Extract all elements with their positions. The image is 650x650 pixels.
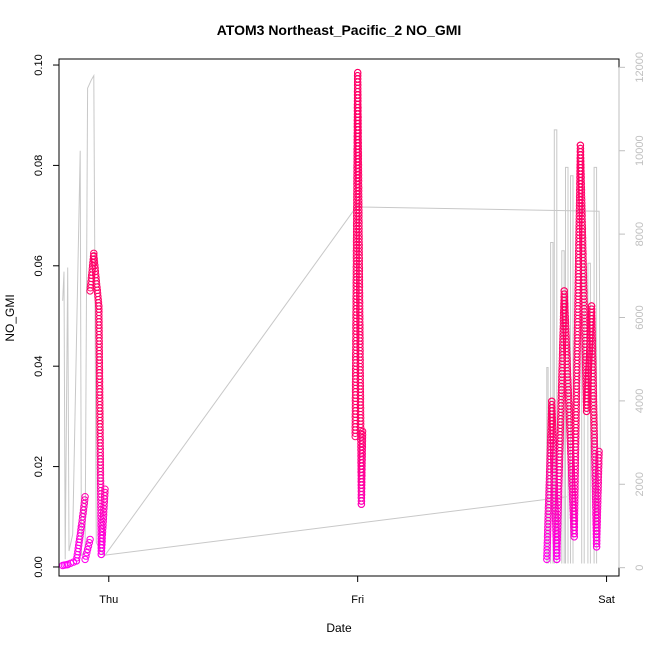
altitude-line-layer: [62, 73, 602, 564]
altitude-connector-line: [104, 496, 567, 556]
data-point: [358, 427, 367, 436]
data-point: [101, 485, 109, 493]
x-tick-label: Sat: [598, 594, 615, 606]
data-point: [84, 542, 93, 550]
data-point: [81, 496, 89, 504]
data-point: [82, 552, 90, 560]
data-point: [595, 447, 603, 456]
y-tick-label: 0.06: [33, 255, 45, 276]
right-y-tick-label: 8000: [634, 222, 646, 246]
data-point: [83, 545, 92, 554]
altitude-spike: [593, 166, 598, 564]
y-tick-label: 0.08: [33, 155, 45, 176]
altitude-spike: [550, 242, 554, 564]
right-y-tick-label: 4000: [634, 389, 646, 413]
data-point: [101, 488, 109, 497]
data-point: [90, 249, 98, 258]
right-y-axis: 0 2000 4000 6000 8000 10000 12000: [618, 52, 646, 571]
right-y-tick-label: 12000: [634, 52, 646, 83]
altitude-spike: [553, 129, 558, 564]
x-tick-label: Fri: [351, 594, 364, 606]
y-axis: 0.00 0.02 0.04 0.06 0.08 0.10: [33, 54, 59, 578]
y-tick-label: 0.10: [33, 54, 45, 75]
data-points-layer: [59, 68, 603, 570]
y-axis-label: NO_GMI: [3, 294, 17, 341]
x-axis-label: Date: [326, 621, 352, 635]
y-tick-label: 0.00: [33, 556, 45, 577]
data-point: [85, 539, 94, 547]
altitude-line: [62, 73, 602, 560]
right-y-tick-label: 0: [634, 565, 646, 571]
data-point: [81, 493, 89, 501]
x-axis: Thu Fri Sat: [99, 575, 615, 606]
y-tick-label: 0.04: [33, 355, 45, 376]
right-y-tick-label: 6000: [634, 305, 646, 329]
data-point: [358, 430, 367, 439]
altitude-spike: [581, 204, 585, 564]
data-point: [86, 535, 94, 544]
y-tick-label: 0.02: [33, 456, 45, 477]
chart-title: ATOM3 Northeast_Pacific_2 NO_GMI: [217, 22, 462, 38]
right-y-tick-label: 2000: [634, 472, 646, 496]
data-point: [81, 555, 89, 564]
x-tick-label: Thu: [99, 594, 118, 606]
data-point: [595, 451, 603, 459]
plot-frame: [58, 58, 620, 577]
right-y-tick-label: 10000: [634, 135, 646, 166]
data-point: [83, 549, 91, 557]
altitude-spike: [565, 166, 569, 564]
